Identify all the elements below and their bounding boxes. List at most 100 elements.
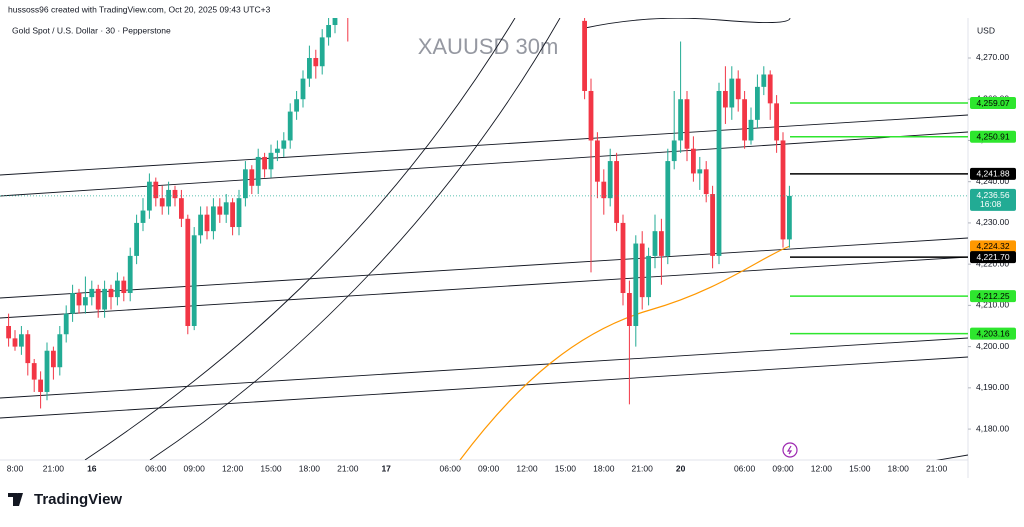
candle-body xyxy=(12,338,18,347)
candle-body xyxy=(659,231,664,256)
candle-body xyxy=(716,90,722,256)
candle-body xyxy=(703,169,709,195)
candle-body xyxy=(595,140,600,182)
candle-body xyxy=(249,169,255,186)
candle-body xyxy=(134,222,139,256)
price-level-label: 4,224.32 xyxy=(976,241,1009,251)
candle-body xyxy=(108,288,114,298)
x-tick-label: 16 xyxy=(87,463,97,473)
candle-body xyxy=(319,37,325,67)
candle-body xyxy=(639,243,645,298)
candle-body xyxy=(723,90,728,108)
y-tick-label: 4,180.00 xyxy=(976,423,1009,433)
brand: TradingView xyxy=(34,491,122,508)
candle-body xyxy=(735,78,741,100)
candle-body xyxy=(140,210,146,223)
candle-body xyxy=(281,140,287,149)
candle-body xyxy=(300,78,306,100)
trend-line xyxy=(0,356,968,419)
candle-body xyxy=(678,99,683,141)
trend-line xyxy=(0,237,968,299)
tradingview-logo xyxy=(8,493,23,506)
candle-body xyxy=(780,140,786,240)
candle-body xyxy=(620,222,626,294)
price-level-tag xyxy=(970,130,1016,143)
candle-body xyxy=(147,181,152,211)
candles xyxy=(6,18,792,409)
band-curve xyxy=(935,454,968,460)
price-level-tag xyxy=(970,327,1016,340)
candle-body xyxy=(159,198,165,207)
candle-body xyxy=(230,202,235,228)
currency-label: USD xyxy=(977,25,995,35)
alert-icon xyxy=(782,442,798,458)
candle-body xyxy=(332,18,338,26)
candle-body xyxy=(223,202,229,215)
candle-body xyxy=(767,74,773,104)
trend-line xyxy=(0,337,968,399)
candle-body xyxy=(25,334,31,364)
candle-body xyxy=(307,57,312,79)
trend-line xyxy=(0,256,968,319)
candle-body xyxy=(236,198,242,228)
x-tick-label: 09:00 xyxy=(772,463,794,473)
candle-body xyxy=(691,148,696,174)
candle-body xyxy=(166,189,171,207)
candle-body xyxy=(633,243,639,326)
x-tick-label: 06:00 xyxy=(734,463,756,473)
moving-average xyxy=(459,245,791,460)
candle-body xyxy=(268,152,274,170)
band-curve xyxy=(584,18,791,29)
candle-body xyxy=(44,350,50,392)
candle-body xyxy=(601,181,607,199)
x-tick-label: 12:00 xyxy=(516,463,538,473)
x-tick-label: 15:00 xyxy=(849,463,871,473)
x-tick-label: 18:00 xyxy=(888,463,910,473)
candle-body xyxy=(588,90,594,141)
candle-body xyxy=(102,288,107,310)
x-tick-label: 21:00 xyxy=(926,463,948,473)
x-tick-label: 12:00 xyxy=(811,463,833,473)
price-level-label: 4,259.07 xyxy=(976,98,1009,108)
candle-body xyxy=(665,161,671,256)
candle-body xyxy=(115,280,120,298)
candle-body xyxy=(198,214,203,236)
candle-body xyxy=(121,280,127,294)
candle-body xyxy=(57,334,63,368)
y-tick-label: 4,200.00 xyxy=(976,341,1009,351)
y-tick-label: 4,210.00 xyxy=(976,300,1009,310)
price-level-label: 4,241.88 xyxy=(976,169,1009,179)
countdown-label: 16:08 xyxy=(980,199,1002,209)
candle-body xyxy=(153,181,159,199)
candle-body xyxy=(211,206,216,232)
price-level-label: 4,221.70 xyxy=(976,252,1009,262)
candle-body xyxy=(326,25,331,38)
candle-body xyxy=(684,99,690,149)
candle-body xyxy=(6,325,11,339)
price-level-tag xyxy=(970,97,1016,110)
price-level-tag xyxy=(970,251,1016,264)
price-level-label: 4,203.16 xyxy=(976,328,1009,338)
band-curve xyxy=(84,18,516,460)
y-tick-label: 4,240.00 xyxy=(976,176,1009,186)
candle-body xyxy=(710,194,715,256)
x-tick-label: 06:00 xyxy=(440,463,462,473)
trend-line xyxy=(0,114,968,176)
candle-body xyxy=(127,255,133,294)
candle-body xyxy=(787,195,792,240)
x-tick-label: 18:00 xyxy=(593,463,615,473)
watermark-title: XAUUSD 30m xyxy=(418,34,559,59)
x-tick-label: 15:00 xyxy=(260,463,282,473)
candle-body xyxy=(697,169,703,174)
candle-body xyxy=(63,313,69,335)
price-level-label: 4,212.25 xyxy=(976,291,1009,301)
candle-body xyxy=(627,293,632,326)
candle-body xyxy=(76,293,82,306)
candle-body xyxy=(729,78,735,108)
author-line: hussoss96 created with TradingView.com, … xyxy=(8,4,271,14)
candle-body xyxy=(582,20,587,91)
candle-body xyxy=(31,363,37,380)
candle-body xyxy=(755,86,760,120)
candle-body xyxy=(185,218,191,326)
